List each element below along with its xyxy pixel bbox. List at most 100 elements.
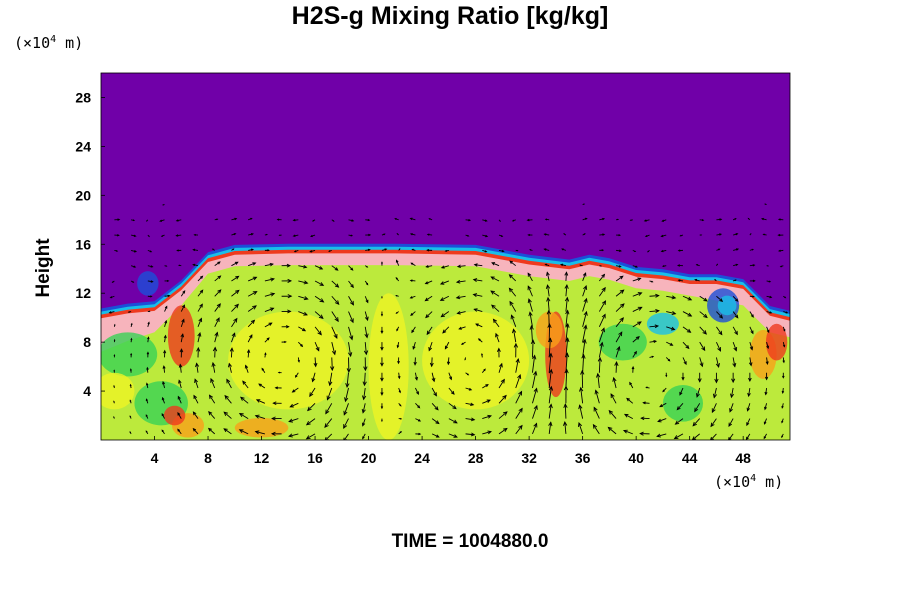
velocity-vector [532,405,538,419]
velocity-vector [179,364,182,373]
velocity-vector-head [130,337,133,341]
y-tick-label: 20 [75,187,91,203]
velocity-vector-head [601,313,606,319]
velocity-vector-head [381,297,383,299]
velocity-vector-head [583,310,588,316]
velocity-vector-head [696,393,700,398]
velocity-vector-head [752,279,756,283]
velocity-vector [412,342,416,350]
velocity-vector-head [719,298,724,303]
velocity-vector [666,326,675,330]
velocity-vector-head [192,248,196,252]
velocity-vector-head [509,300,514,306]
velocity-vector [288,433,299,437]
velocity-vector [425,311,433,318]
velocity-vector [598,300,606,312]
velocity-vector [228,363,232,373]
velocity-vector-head [667,358,671,362]
velocity-vector-head [345,383,350,388]
velocity-vector-head [434,406,439,411]
velocity-vector [732,311,739,319]
velocity-vector-head [735,263,739,266]
velocity-vector-head [766,329,770,334]
velocity-vector-head [164,319,168,324]
velocity-vector-head [760,217,764,221]
velocity-vector [632,321,642,328]
velocity-vector [615,289,624,297]
velocity-vector-head [289,403,294,408]
velocity-vector [245,365,249,373]
velocity-vector [440,295,450,301]
velocity-vector [247,291,257,297]
velocity-vector-head [113,338,116,341]
velocity-vector-head [418,419,422,422]
velocity-vector-head [317,330,322,336]
velocity-vector-head [294,374,298,378]
velocity-vector-head [563,233,566,235]
velocity-vector [324,433,333,440]
velocity-vector [194,379,199,389]
velocity-vector-head [671,326,676,331]
velocity-vector-head [350,284,354,289]
velocity-vector-head [766,345,770,350]
velocity-vector-head [286,263,291,268]
velocity-vector-head [310,234,313,238]
velocity-vector-head [231,332,236,338]
velocity-vector-head [735,248,740,251]
velocity-vector-head [234,217,238,221]
velocity-vector-head [751,248,755,251]
velocity-vector [448,418,458,424]
velocity-vector [527,286,533,297]
velocity-vector [425,295,433,302]
velocity-vector-head [428,218,431,220]
velocity-vector [364,311,369,321]
velocity-vector-head [161,413,165,417]
velocity-vector-head [246,349,251,353]
velocity-vector [306,418,316,426]
velocity-vector-head [303,311,308,316]
velocity-vector-head [467,234,470,237]
velocity-vector-head [162,380,166,385]
velocity-vector [582,285,587,297]
velocity-vector [747,403,751,411]
velocity-vector [362,418,366,426]
velocity-vector [180,334,184,343]
velocity-vector-head [730,393,735,399]
velocity-vector-head [414,376,419,381]
velocity-vector-head [417,405,421,409]
velocity-vector-head [500,378,505,384]
velocity-vector-head [162,204,164,206]
velocity-vector [598,357,601,373]
velocity-vector-head [351,219,355,222]
velocity-vector-head [364,333,369,339]
velocity-vector-head [166,279,170,283]
velocity-vector-head [468,218,472,222]
velocity-vector-head [518,424,523,430]
velocity-vector-head [764,203,766,205]
velocity-vector [498,428,508,435]
velocity-vector-head [217,261,221,265]
velocity-vector-head [328,250,331,252]
velocity-vector-head [701,219,705,222]
velocity-vector-head [677,279,681,282]
velocity-vector [431,418,440,424]
velocity-vector-head [671,295,677,300]
velocity-vector-head [440,313,445,318]
velocity-vector-head [683,361,687,366]
velocity-vector [582,325,587,343]
velocity-vector-head [502,394,507,400]
velocity-vector [348,280,354,288]
chart-title: H2S-g Mixing Ratio [kg/kg] [291,2,609,30]
velocity-vector-head [287,278,293,283]
velocity-vector-head [732,362,737,368]
velocity-vector-head [750,314,754,318]
velocity-vector-head [669,342,674,346]
turbulence-patch [422,311,530,410]
velocity-vector-head [364,316,369,322]
velocity-vector [448,433,458,438]
velocity-vector-head [564,271,569,276]
velocity-vector-head [278,234,281,237]
velocity-vector-head [619,289,625,294]
mixing-ratio-field [101,73,790,440]
